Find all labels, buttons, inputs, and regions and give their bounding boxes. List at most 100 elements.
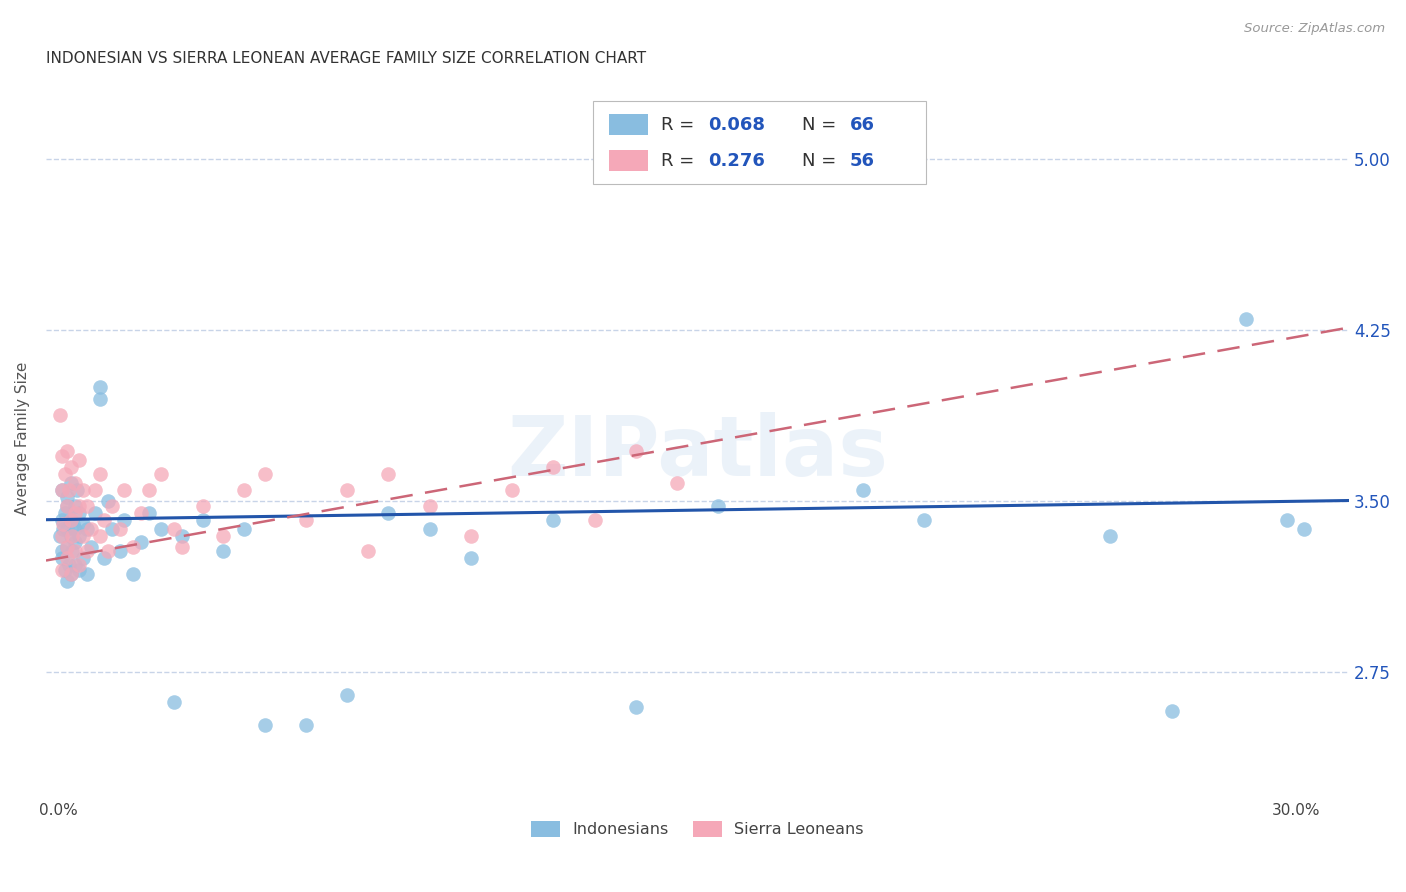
Point (60, 544, 83, 558)
Point (76, 499, 98, 513)
Text: N =: N = (801, 116, 842, 134)
Point (89, 392, 111, 406)
Point (93, 512, 115, 526)
Point (583, 512, 606, 526)
Point (191, 512, 214, 526)
Point (67, 558, 90, 573)
Point (51, 483, 73, 497)
Point (51, 551, 73, 566)
Point (232, 483, 254, 497)
Point (1277, 512, 1299, 526)
Point (914, 512, 936, 526)
Point (63, 476, 86, 491)
Point (707, 499, 730, 513)
Point (112, 512, 135, 526)
Point (59, 476, 82, 491)
Point (67, 506, 90, 520)
Text: N =: N = (801, 152, 842, 169)
Point (1161, 704, 1184, 718)
Point (336, 688, 359, 702)
Point (58, 483, 80, 497)
Text: R =: R = (661, 116, 700, 134)
Point (97, 494, 120, 508)
Point (150, 467, 173, 481)
Text: Source: ZipAtlas.com: Source: ZipAtlas.com (1244, 22, 1385, 36)
Point (56, 540, 79, 554)
Point (253, 467, 276, 481)
Point (63, 506, 86, 520)
Point (59, 512, 82, 526)
Point (80, 522, 103, 536)
Point (89, 467, 111, 481)
Bar (609, 114, 648, 136)
Point (60, 528, 83, 542)
Point (53, 506, 76, 520)
Point (101, 522, 124, 536)
Point (89, 528, 111, 542)
Point (121, 567, 143, 582)
Point (232, 522, 254, 536)
Point (138, 483, 160, 497)
Point (51, 512, 73, 526)
Point (336, 483, 359, 497)
Point (191, 499, 214, 513)
Point (170, 540, 193, 554)
Point (55, 540, 77, 554)
Point (49, 528, 72, 542)
Point (112, 483, 135, 497)
Point (63, 535, 86, 549)
Y-axis label: Average Family Size: Average Family Size (15, 362, 30, 516)
Point (51, 449, 73, 463)
Point (93, 551, 115, 566)
Point (624, 699, 647, 714)
Point (150, 522, 173, 536)
Point (52, 522, 75, 536)
Point (163, 522, 186, 536)
Point (67, 528, 90, 542)
Point (72, 517, 94, 532)
Point (55, 499, 77, 513)
Text: ZIPatlas: ZIPatlas (508, 412, 889, 493)
Point (52, 517, 75, 532)
Point (80, 540, 103, 554)
Point (76, 522, 98, 536)
Point (121, 540, 143, 554)
Point (108, 544, 131, 558)
Point (295, 512, 318, 526)
Point (212, 528, 235, 542)
Point (1292, 522, 1315, 536)
Point (59, 567, 82, 582)
Point (63, 499, 86, 513)
Point (666, 476, 689, 491)
Point (543, 512, 565, 526)
Point (59, 567, 82, 582)
Point (49, 408, 72, 422)
Text: 0.276: 0.276 (709, 152, 765, 169)
Point (101, 499, 124, 513)
Point (59, 512, 82, 526)
Text: 66: 66 (851, 116, 875, 134)
Point (55, 499, 77, 513)
Point (852, 483, 875, 497)
Point (129, 535, 152, 549)
Point (460, 528, 482, 542)
Bar (609, 150, 648, 171)
Point (67, 499, 90, 513)
Point (66, 483, 89, 497)
Point (51, 544, 73, 558)
Point (63, 544, 86, 558)
Point (55, 522, 77, 536)
Point (72, 551, 94, 566)
Point (1099, 528, 1122, 542)
Point (63, 558, 86, 573)
Point (56, 490, 79, 504)
Point (63, 522, 86, 536)
Point (59, 460, 82, 475)
Point (170, 528, 193, 542)
Point (55, 574, 77, 588)
Text: 0.068: 0.068 (709, 116, 765, 134)
Point (357, 544, 380, 558)
Point (67, 563, 90, 577)
Point (58, 558, 80, 573)
Point (51, 483, 73, 497)
